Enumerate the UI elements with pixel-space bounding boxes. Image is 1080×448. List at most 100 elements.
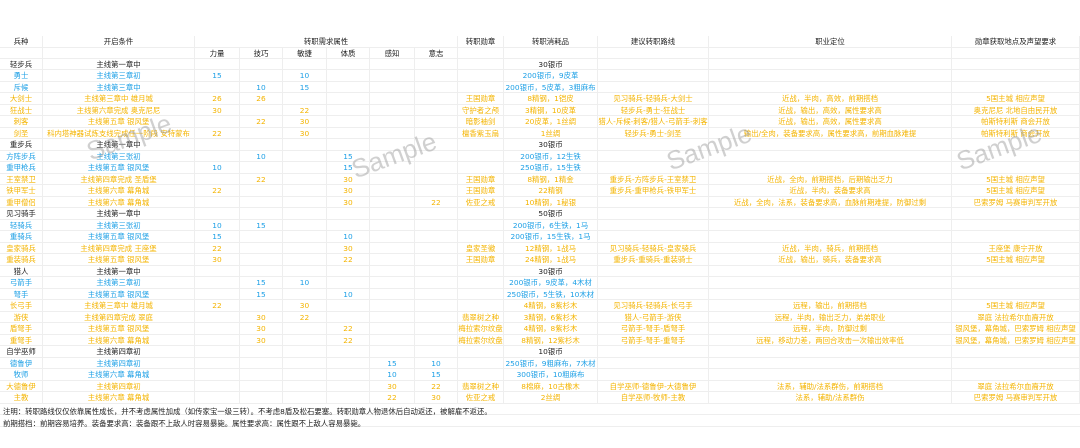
role: 近战，半肉，装备要求高 bbox=[709, 185, 952, 196]
unlock-condition: 主线第三章中 雄月城 bbox=[43, 93, 195, 104]
empty-cell bbox=[598, 48, 709, 58]
route bbox=[598, 288, 709, 299]
unit-name: 斥候 bbox=[0, 81, 43, 92]
attr-skill bbox=[240, 346, 283, 357]
attr-agility: 22 bbox=[283, 104, 327, 115]
unit-name: 盾弩手 bbox=[0, 323, 43, 334]
route bbox=[598, 369, 709, 380]
route: 自学巫师-德鲁伊-大德鲁伊 bbox=[598, 380, 709, 391]
cost: 200银币，5皮革，3粗麻布 bbox=[504, 81, 598, 92]
medal-location bbox=[952, 277, 1080, 288]
unit-name: 方阵步兵 bbox=[0, 150, 43, 161]
header-unit: 兵种 bbox=[0, 36, 43, 47]
unit-name: 自学巫师 bbox=[0, 346, 43, 357]
role bbox=[709, 346, 952, 357]
unlock-condition: 主线第四章完成 王座堡 bbox=[43, 242, 195, 253]
attr-agility bbox=[283, 346, 327, 357]
attr-will: 30 bbox=[415, 392, 458, 403]
medal-location: 5国主城 相应声望 bbox=[952, 173, 1080, 184]
attr-constitution bbox=[327, 58, 370, 69]
attr-will bbox=[415, 219, 458, 230]
header-attr: 意志 bbox=[415, 48, 458, 58]
route bbox=[598, 150, 709, 161]
medal-location: 翠庭 法拉希尔血裔开放 bbox=[952, 311, 1080, 322]
unit-name: 王室禁卫 bbox=[0, 173, 43, 184]
table-row: 重装骑兵 主线第五章 银风堡 30 22 王国勋章 24精钢，1战马 重步兵-重骑兵-重装骑… bbox=[0, 254, 1080, 266]
medal bbox=[458, 277, 504, 288]
attr-skill: 26 bbox=[240, 93, 283, 104]
attr-strength bbox=[195, 369, 240, 380]
attr-will bbox=[415, 231, 458, 242]
attr-skill: 22 bbox=[240, 173, 283, 184]
attr-constitution: 30 bbox=[327, 173, 370, 184]
attr-constitution bbox=[327, 369, 370, 380]
attr-constitution: 30 bbox=[327, 196, 370, 207]
attr-agility: 30 bbox=[283, 116, 327, 127]
header-route: 建议转职路线 bbox=[598, 36, 709, 47]
header-attr: 力量 bbox=[195, 48, 240, 58]
footnote: 注明：转职路线仅仅依靠属性成长，并不考虑属性加成（如传家宝一级三转）。不考虑8盾… bbox=[3, 407, 492, 416]
attr-constitution bbox=[327, 70, 370, 81]
unlock-condition: 主线第六章 幕角城 bbox=[43, 196, 195, 207]
medal-location bbox=[952, 58, 1080, 69]
role: 远程，半肉，输出乏力，弟弟职业 bbox=[709, 311, 952, 322]
table-row: 弩手 主线第五章 银风堡 15 10 250银币，5生铁，10木材 bbox=[0, 288, 1080, 300]
medal: 王国勋章 bbox=[458, 185, 504, 196]
cost: 10银币 bbox=[504, 346, 598, 357]
medal bbox=[458, 58, 504, 69]
attr-constitution bbox=[327, 219, 370, 230]
medal-location bbox=[952, 288, 1080, 299]
header-location: 勋章获取地点及声望要求 bbox=[952, 36, 1080, 47]
role: 远程，移动力差，两回合攻击一次输出效率低 bbox=[709, 334, 952, 345]
attr-perception bbox=[370, 277, 415, 288]
attr-perception bbox=[370, 196, 415, 207]
route bbox=[598, 139, 709, 150]
attr-perception bbox=[370, 70, 415, 81]
role bbox=[709, 357, 952, 368]
header-cost: 转职消耗品 bbox=[504, 36, 598, 47]
attr-agility bbox=[283, 208, 327, 219]
attr-perception bbox=[370, 346, 415, 357]
header-attr: 技巧 bbox=[240, 48, 283, 58]
attr-agility bbox=[283, 380, 327, 391]
table-row: 大德鲁伊 主线第四章初 30 22 翡翠树之种 8棉麻，10古橡木 自学巫师-德鲁伊-大德鲁… bbox=[0, 380, 1080, 392]
empty-cell bbox=[458, 48, 504, 58]
attr-perception bbox=[370, 242, 415, 253]
route bbox=[598, 196, 709, 207]
unlock-condition: 主线第四章完成 翠庭 bbox=[43, 311, 195, 322]
table-row: 铁甲军士 主线第六章 幕角城 22 30 王国勋章 22精钢 重步兵-重甲枪兵-铁甲军士 近战… bbox=[0, 185, 1080, 197]
role bbox=[709, 231, 952, 242]
attr-strength bbox=[195, 173, 240, 184]
attr-perception: 15 bbox=[370, 357, 415, 368]
attr-strength: 22 bbox=[195, 300, 240, 311]
route: 见习骑兵-轻骑兵-大剑士 bbox=[598, 93, 709, 104]
attr-skill: 15 bbox=[240, 277, 283, 288]
attr-perception bbox=[370, 127, 415, 138]
role bbox=[709, 81, 952, 92]
medal-location: 帕斯特利斯 商会开放 bbox=[952, 127, 1080, 138]
attr-will bbox=[415, 127, 458, 138]
medal: 暗影袖剑 bbox=[458, 116, 504, 127]
attr-agility bbox=[283, 93, 327, 104]
medal-location bbox=[952, 265, 1080, 276]
attr-agility bbox=[283, 323, 327, 334]
role: 近战，输出，骑兵，装备要求高 bbox=[709, 254, 952, 265]
unlock-condition: 主线第一章中 bbox=[43, 139, 195, 150]
medal: 王国勋章 bbox=[458, 93, 504, 104]
attr-will bbox=[415, 81, 458, 92]
attr-skill bbox=[240, 357, 283, 368]
attr-skill bbox=[240, 196, 283, 207]
table-row: 德鲁伊 主线第四章初 15 10 250银币，9粗麻布，7木材 bbox=[0, 357, 1080, 369]
attr-will: 22 bbox=[415, 196, 458, 207]
unit-name: 铁甲军士 bbox=[0, 185, 43, 196]
medal-location bbox=[952, 231, 1080, 242]
attr-strength bbox=[195, 334, 240, 345]
medal bbox=[458, 150, 504, 161]
attr-will bbox=[415, 173, 458, 184]
medal: 守护者之颅 bbox=[458, 104, 504, 115]
category-row: 自学巫师 主线第四章初 10银币 bbox=[0, 346, 1080, 358]
attr-constitution bbox=[327, 104, 370, 115]
role bbox=[709, 369, 952, 380]
attr-will bbox=[415, 254, 458, 265]
note-row bbox=[0, 415, 1080, 427]
